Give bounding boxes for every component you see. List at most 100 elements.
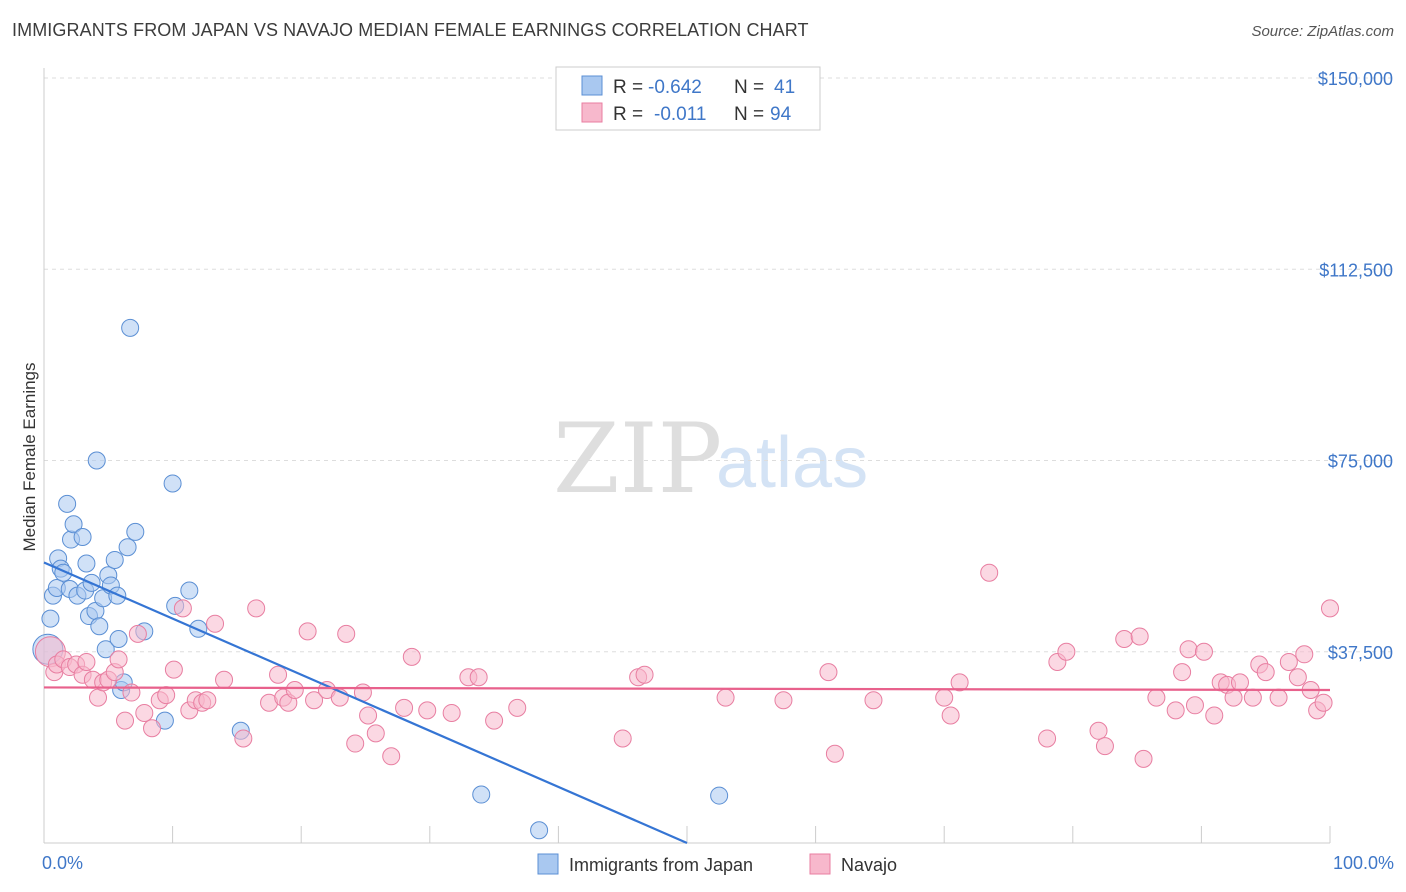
bottom-legend-label-japan: Immigrants from Japan [569, 855, 753, 875]
point-japan [163, 474, 182, 493]
point-navajo [1279, 652, 1298, 671]
legend-n-value-japan: 41 [774, 77, 795, 98]
x-tick-labels: 0.0% 100.0% [42, 853, 1394, 873]
point-navajo [1147, 688, 1166, 707]
point-navajo [395, 698, 414, 717]
point-navajo [1321, 599, 1339, 618]
point-navajo [1288, 668, 1307, 687]
point-navajo [143, 719, 162, 738]
watermark: ZIP atlas [553, 403, 868, 515]
point-navajo [247, 599, 266, 618]
point-navajo [1230, 673, 1249, 692]
point-navajo [198, 691, 217, 710]
point-navajo [950, 673, 969, 692]
point-navajo [1224, 688, 1243, 707]
y-tick-label: $112,500 [1319, 260, 1393, 280]
point-navajo [116, 711, 135, 730]
watermark-atlas: atlas [716, 423, 868, 503]
trend-line-navajo [43, 686, 1331, 692]
legend-swatch-japan [581, 75, 603, 96]
point-navajo [1166, 701, 1185, 720]
point-japan [121, 318, 140, 337]
point-navajo [173, 599, 192, 618]
point-navajo [346, 734, 365, 753]
point-navajo [508, 698, 527, 717]
point-japan [90, 617, 109, 636]
legend: R = -0.642 N = 41 R = -0.011 N = 94 [555, 66, 821, 131]
point-navajo [1243, 688, 1262, 707]
legend-swatch-navajo [581, 102, 603, 123]
point-navajo [941, 706, 960, 725]
point-navajo [1269, 688, 1288, 707]
point-navajo [469, 668, 488, 687]
point-navajo [1205, 706, 1224, 725]
point-navajo [1130, 627, 1149, 646]
point-navajo [1314, 693, 1333, 712]
point-navajo [1173, 663, 1192, 682]
y-tick-label: $75,000 [1328, 452, 1393, 472]
point-japan [472, 785, 491, 804]
bottom-legend-label-navajo: Navajo [841, 855, 897, 875]
point-japan [710, 786, 729, 805]
point-navajo [402, 647, 421, 666]
point-navajo [864, 691, 883, 710]
point-navajo [89, 688, 108, 707]
point-japan [73, 528, 92, 546]
trend-line-japan [43, 561, 688, 845]
point-navajo [135, 703, 154, 722]
x-tick-label: 0.0% [42, 853, 83, 873]
point-navajo [1256, 663, 1275, 682]
point-japan [118, 538, 137, 557]
chart-source: Source: ZipAtlas.com [1251, 23, 1394, 40]
point-navajo [109, 650, 128, 669]
point-navajo [1185, 696, 1204, 715]
trend-lines [43, 561, 1331, 845]
bottom-legend-swatch-navajo [809, 853, 831, 875]
point-navajo [1095, 737, 1114, 756]
point-japan [87, 451, 106, 470]
legend-n-value-navajo: 94 [770, 104, 792, 125]
point-japan [530, 821, 549, 840]
legend-n-label-navajo: N = [734, 104, 764, 125]
point-navajo [635, 665, 654, 684]
point-japan [77, 554, 96, 573]
point-navajo [935, 688, 954, 707]
point-navajo [157, 686, 176, 705]
point-navajo [980, 563, 999, 582]
bottom-legend: Immigrants from Japan Navajo [537, 853, 897, 875]
x-tick-label: 100.0% [1333, 853, 1394, 873]
legend-r-label-japan: R = [613, 77, 643, 98]
point-navajo [234, 729, 253, 748]
legend-r-value-navajo: -0.011 [654, 104, 706, 125]
point-navajo [1194, 642, 1213, 661]
point-navajo [305, 691, 324, 710]
data-points [32, 318, 1339, 840]
point-navajo [1057, 642, 1076, 661]
y-tick-labels: $37,500 $75,000 $112,500 $150,000 [1318, 69, 1393, 663]
point-navajo [359, 706, 378, 725]
point-navajo [77, 652, 96, 671]
point-japan [126, 522, 145, 541]
point-japan [180, 581, 199, 600]
point-navajo [337, 624, 356, 643]
y-tick-label: $37,500 [1328, 643, 1393, 663]
point-navajo [206, 614, 225, 633]
point-navajo [819, 663, 838, 682]
point-navajo [418, 701, 437, 720]
chart-title: IMMIGRANTS FROM JAPAN VS NAVAJO MEDIAN F… [12, 20, 809, 40]
point-navajo [366, 724, 385, 743]
point-navajo [1179, 640, 1198, 659]
point-navajo [298, 622, 317, 641]
point-japan [105, 550, 124, 569]
point-navajo [1115, 630, 1134, 648]
point-navajo [285, 681, 304, 699]
point-navajo [164, 660, 183, 679]
grid [44, 77, 1395, 653]
point-navajo [442, 703, 461, 722]
point-navajo [128, 624, 147, 643]
point-navajo [774, 691, 793, 710]
y-tick-label: $150,000 [1318, 69, 1393, 89]
point-navajo [215, 670, 234, 689]
point-navajo [1295, 645, 1314, 664]
